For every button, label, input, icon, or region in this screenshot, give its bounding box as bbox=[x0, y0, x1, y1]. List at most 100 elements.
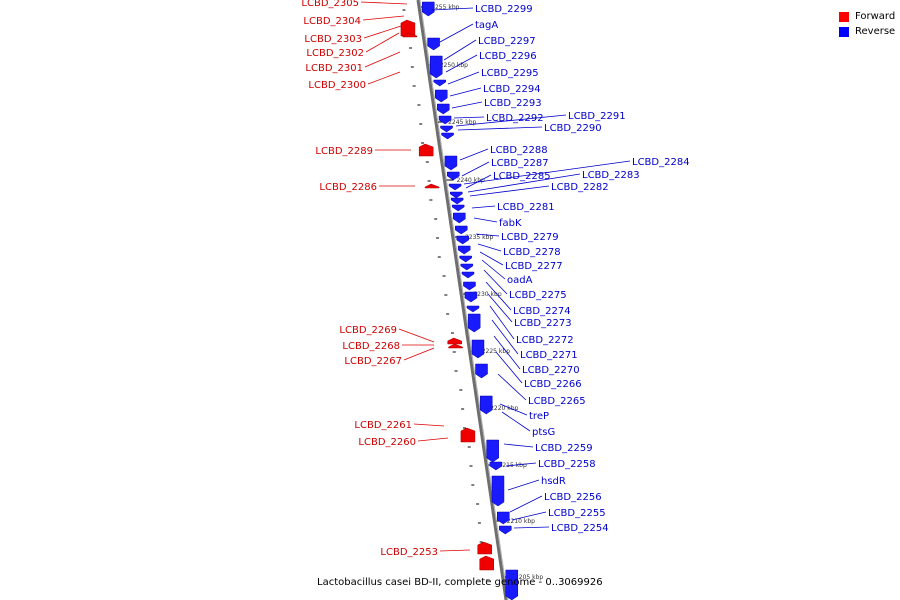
reverse-label-leader bbox=[443, 39, 477, 61]
reverse-label-leader bbox=[459, 148, 489, 161]
reverse-gene-label: LCBD_2273 bbox=[514, 318, 572, 329]
reverse-gene-block bbox=[479, 395, 493, 415]
reverse-label-leader bbox=[503, 443, 534, 448]
forward-gene-label: LCBD_2253 bbox=[380, 547, 438, 558]
reverse-label-leader bbox=[451, 101, 483, 109]
reverse-label-leader bbox=[439, 23, 474, 43]
forward-swatch bbox=[839, 11, 849, 22]
reverse-gene-label: LCBD_2271 bbox=[520, 350, 578, 361]
forward-gene-label: LCBD_2300 bbox=[308, 80, 366, 91]
genome-caption: Lactobacillus casei BD-II, complete geno… bbox=[317, 577, 603, 588]
forward-gene-block bbox=[447, 337, 462, 345]
reverse-gene-block bbox=[450, 197, 464, 205]
reverse-gene-label: ptsG bbox=[532, 427, 555, 438]
reverse-gene-block bbox=[422, 1, 435, 17]
reverse-gene-label: LCBD_2297 bbox=[478, 36, 536, 47]
reverse-gene-label: LCBD_2282 bbox=[551, 182, 609, 193]
reverse-gene-block bbox=[460, 263, 474, 271]
forward-label-leader bbox=[367, 71, 401, 85]
reverse-gene-label: LCBD_2299 bbox=[475, 4, 533, 15]
tick-label: 2210 kbp bbox=[507, 518, 535, 525]
reverse-label-leader bbox=[477, 243, 502, 252]
forward-label-leader bbox=[363, 25, 402, 39]
forward-gene-block bbox=[418, 143, 434, 157]
reverse-label-leader bbox=[487, 293, 513, 323]
forward-gene-block bbox=[448, 343, 463, 349]
reverse-label-leader bbox=[447, 71, 480, 85]
legend-item-reverse: Reverse bbox=[839, 24, 895, 39]
reverse-gene-label: LCBD_2274 bbox=[513, 306, 571, 317]
reverse-gene-label: LCBD_2272 bbox=[516, 335, 574, 346]
forward-gene-label: LCBD_2289 bbox=[315, 146, 373, 157]
reverse-gene-label: LCBD_2265 bbox=[528, 396, 586, 407]
reverse-gene-block bbox=[461, 271, 475, 279]
reverse-gene-block bbox=[433, 79, 447, 87]
forward-gene-label: LCBD_2286 bbox=[319, 182, 377, 193]
forward-gene-block bbox=[424, 183, 440, 189]
reverse-label-leader bbox=[509, 495, 543, 513]
reverse-gene-block bbox=[475, 363, 488, 379]
forward-label-leader bbox=[439, 549, 471, 552]
forward-gene-label: LCBD_2301 bbox=[305, 63, 363, 74]
reverse-label-leader bbox=[455, 114, 567, 127]
reverse-gene-label: oadA bbox=[507, 275, 533, 286]
reverse-gene-block bbox=[471, 339, 485, 359]
reverse-gene-block bbox=[457, 245, 471, 255]
reverse-gene-label: LCBD_2291 bbox=[568, 111, 626, 122]
reverse-label-leader bbox=[467, 173, 581, 193]
reverse-gene-block bbox=[449, 191, 463, 199]
reverse-gene-label: LCBD_2296 bbox=[479, 51, 537, 62]
reverse-label-leader bbox=[479, 251, 504, 266]
backbone-line bbox=[416, 0, 508, 600]
reverse-gene-block bbox=[444, 155, 458, 171]
reverse-label-leader bbox=[505, 462, 537, 467]
reverse-label-leader bbox=[491, 319, 519, 355]
reverse-label-leader bbox=[489, 305, 515, 340]
reverse-gene-block bbox=[489, 461, 503, 471]
reverse-label-leader bbox=[497, 373, 527, 401]
reverse-gene-label: treP bbox=[529, 411, 549, 422]
reverse-gene-label: LCBD_2254 bbox=[551, 523, 609, 534]
forward-gene-block bbox=[402, 32, 418, 38]
tick-label: 2245 kbp bbox=[448, 119, 476, 126]
forward-label-leader bbox=[398, 328, 435, 343]
tick-label: 2220 kbp bbox=[490, 405, 518, 412]
reverse-gene-label: LCBD_2284 bbox=[632, 157, 690, 168]
forward-gene-block bbox=[479, 555, 494, 571]
forward-label-leader bbox=[364, 51, 401, 68]
reverse-gene-label: LCBD_2288 bbox=[490, 145, 548, 156]
reverse-label-leader bbox=[465, 174, 492, 189]
tick-label: 2250 kbp bbox=[440, 62, 468, 69]
forward-gene-label: LCBD_2261 bbox=[354, 420, 412, 431]
tick-label: 2255 kbp bbox=[431, 4, 459, 11]
forward-label-leader bbox=[403, 347, 435, 361]
reverse-gene-label: LCBD_2294 bbox=[483, 84, 541, 95]
reverse-label-leader bbox=[431, 7, 474, 11]
forward-gene-label: LCBD_2268 bbox=[342, 341, 400, 352]
reverse-swatch bbox=[839, 26, 849, 37]
forward-gene-block bbox=[477, 541, 492, 555]
reverse-label-leader bbox=[493, 335, 521, 370]
tick-label: 2225 kbp bbox=[482, 348, 510, 355]
reverse-label-leader bbox=[511, 511, 547, 521]
reverse-label-leader bbox=[457, 126, 543, 131]
reverse-label-leader bbox=[501, 411, 531, 432]
reverse-label-leader bbox=[513, 526, 550, 529]
reverse-gene-block bbox=[491, 475, 505, 507]
reverse-gene-block bbox=[456, 235, 469, 245]
reverse-gene-label: LCBD_2270 bbox=[522, 365, 580, 376]
reverse-gene-label: LCBD_2285 bbox=[493, 171, 551, 182]
reverse-label-leader bbox=[461, 161, 490, 177]
reverse-gene-block bbox=[453, 212, 466, 224]
forward-gene-label: LCBD_2302 bbox=[306, 48, 364, 59]
reverse-gene-label: LCBD_2283 bbox=[582, 170, 640, 181]
reverse-gene-block bbox=[454, 225, 468, 235]
forward-gene-label: LCBD_2269 bbox=[339, 325, 397, 336]
reverse-gene-label: LCBD_2293 bbox=[484, 98, 542, 109]
reverse-gene-label: LCBD_2266 bbox=[524, 379, 582, 390]
reverse-gene-label: fabK bbox=[499, 218, 522, 229]
reverse-label-leader bbox=[507, 479, 540, 491]
reverse-gene-label: LCBD_2278 bbox=[503, 247, 561, 258]
reverse-gene-block bbox=[441, 132, 454, 140]
